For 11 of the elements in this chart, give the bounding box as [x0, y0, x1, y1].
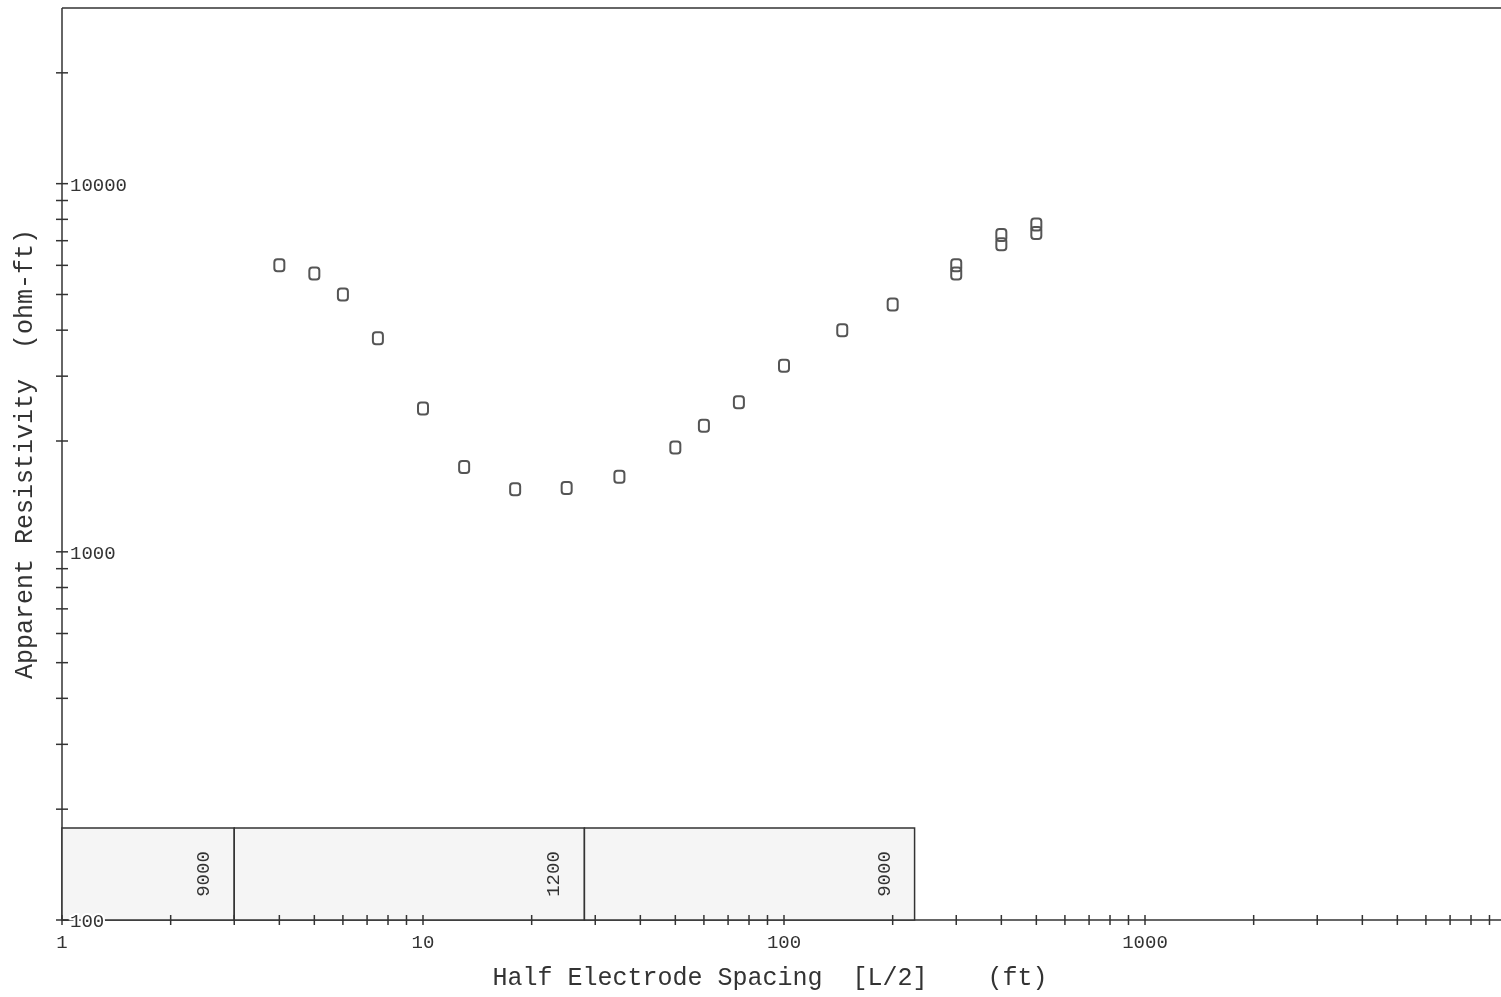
y-tick-label: 1000 — [70, 542, 116, 565]
x-axis-title: Half Electrode Spacing [L/2] (ft) — [492, 964, 1048, 993]
band-label: 1200 — [543, 851, 566, 897]
y-tick-label: 10000 — [70, 174, 128, 197]
x-tick-label: 10 — [411, 932, 435, 954]
band-label: 9000 — [873, 851, 896, 897]
band-label: 9000 — [193, 851, 216, 897]
y-axis-title: Apparent Resistivity (ohm-ft) — [11, 228, 40, 680]
x-tick-label: 1000 — [1122, 932, 1168, 954]
x-tick-label: 100 — [766, 932, 802, 954]
x-tick-label: 1 — [56, 932, 68, 954]
